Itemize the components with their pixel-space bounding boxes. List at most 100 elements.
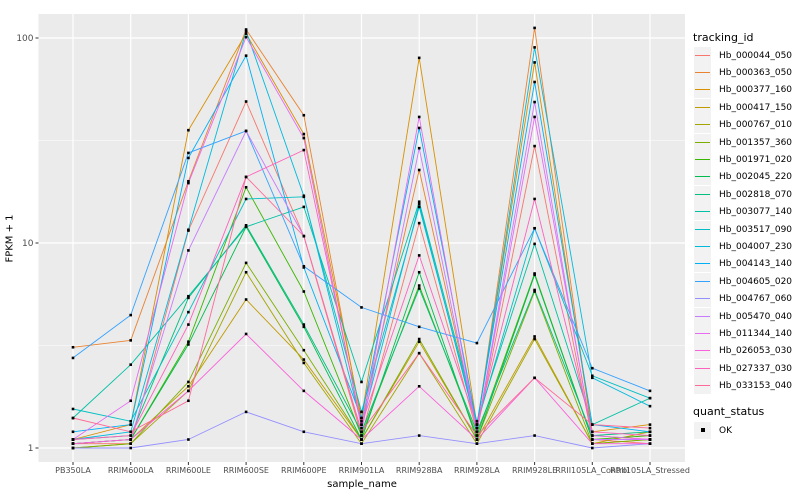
x-tick-label: RRII105LA_Stressed: [610, 466, 690, 475]
data-point: [129, 339, 132, 342]
data-point: [187, 323, 190, 326]
data-point: [129, 313, 132, 317]
data-point: [187, 384, 190, 388]
data-point: [591, 438, 594, 441]
legend-key: [694, 116, 711, 134]
data-point: [360, 434, 363, 437]
data-point: [533, 144, 536, 148]
data-point: [244, 332, 248, 336]
data-point: [533, 434, 536, 437]
data-point: [244, 225, 248, 229]
data-point: [417, 384, 421, 388]
data-point: [244, 197, 248, 201]
data-point: [417, 337, 421, 341]
data-point: [475, 430, 479, 434]
legend-key: [694, 237, 711, 255]
x-tick-label: RRIM928BA: [396, 466, 443, 475]
data-point: [648, 442, 652, 445]
legend-item-label: OK: [719, 425, 732, 436]
data-point: [533, 61, 536, 64]
x-tick-label: RRIM600PE: [281, 466, 327, 475]
data-point: [302, 361, 306, 365]
data-point: [302, 430, 306, 434]
data-point: [187, 310, 190, 314]
legend-item-label: Hb_000044_050: [719, 50, 793, 61]
legend-line-swatch: [695, 158, 710, 160]
data-point: [187, 296, 190, 300]
data-point: [360, 416, 363, 420]
data-point: [475, 438, 479, 441]
legend-key: [694, 307, 711, 325]
data-point: [71, 407, 75, 411]
data-point: [648, 438, 652, 441]
legend-key: [694, 377, 711, 395]
data-point: [533, 376, 536, 380]
data-point: [302, 323, 306, 326]
data-point: [475, 442, 479, 445]
data-point: [129, 363, 132, 366]
data-point: [187, 343, 190, 346]
legend-key: [694, 98, 711, 116]
legend-item-label: Hb_000363_050: [719, 67, 793, 78]
data-point: [129, 430, 132, 434]
data-point: [302, 389, 306, 393]
data-point: [302, 348, 306, 352]
x-tick-label: RRIM600LE: [166, 466, 211, 475]
data-point: [302, 148, 306, 152]
legend-key: [694, 168, 711, 186]
data-point: [129, 446, 132, 450]
legend-key: [694, 185, 711, 203]
data-point: [360, 423, 363, 426]
data-point: [648, 426, 652, 430]
data-point: [129, 434, 132, 437]
data-point: [302, 132, 306, 136]
legend-title-quant-status: quant_status: [693, 404, 765, 418]
data-point: [417, 146, 421, 150]
legend-line-swatch: [695, 350, 710, 352]
legend-line-swatch: [695, 263, 710, 265]
data-point: [648, 389, 652, 393]
data-point: [244, 129, 248, 133]
data-point: [533, 226, 536, 230]
data-point: [591, 434, 594, 437]
data-point: [129, 419, 132, 423]
legend-key: [694, 133, 711, 151]
legend-line-swatch: [695, 54, 710, 56]
legend-line-swatch: [695, 141, 710, 143]
data-point: [533, 100, 536, 104]
data-point: [533, 337, 536, 341]
legend-key: [694, 203, 711, 221]
legend-item-label: Hb_002818_070: [719, 189, 793, 200]
legend-item-label: Hb_001357_360: [719, 137, 793, 148]
y-tick-label: 10: [22, 239, 34, 249]
legend-item-label: Hb_004605_020: [719, 276, 793, 287]
legend-line-swatch: [695, 367, 710, 369]
x-tick-label: RRII105LA_Control: [555, 466, 629, 475]
data-point: [187, 399, 190, 403]
data-point: [475, 426, 479, 430]
data-point: [417, 254, 421, 257]
data-point: [302, 136, 306, 140]
data-point: [187, 294, 190, 298]
data-point: [244, 100, 248, 103]
legend-line-swatch: [695, 106, 710, 108]
data-point: [244, 28, 248, 31]
legend-key: [694, 220, 711, 238]
data-point: [244, 29, 248, 33]
ok-point-icon: [700, 428, 705, 432]
legend: tracking_id Hb_000044_050 Hb_000363_050 Hb…: [690, 0, 800, 500]
data-point: [591, 446, 594, 450]
legend-line-swatch: [695, 176, 710, 178]
data-point: [417, 434, 421, 437]
data-point: [302, 264, 306, 268]
data-point: [244, 298, 248, 301]
x-tick-label: RRIM901LA: [339, 466, 385, 475]
data-point: [244, 261, 248, 265]
data-point: [417, 221, 421, 225]
data-point: [244, 54, 248, 57]
data-point: [302, 358, 306, 361]
legend-line-swatch: [695, 193, 710, 195]
data-point: [187, 179, 190, 183]
data-point: [71, 446, 75, 450]
x-tick-label: RRIM928LE: [512, 466, 557, 475]
